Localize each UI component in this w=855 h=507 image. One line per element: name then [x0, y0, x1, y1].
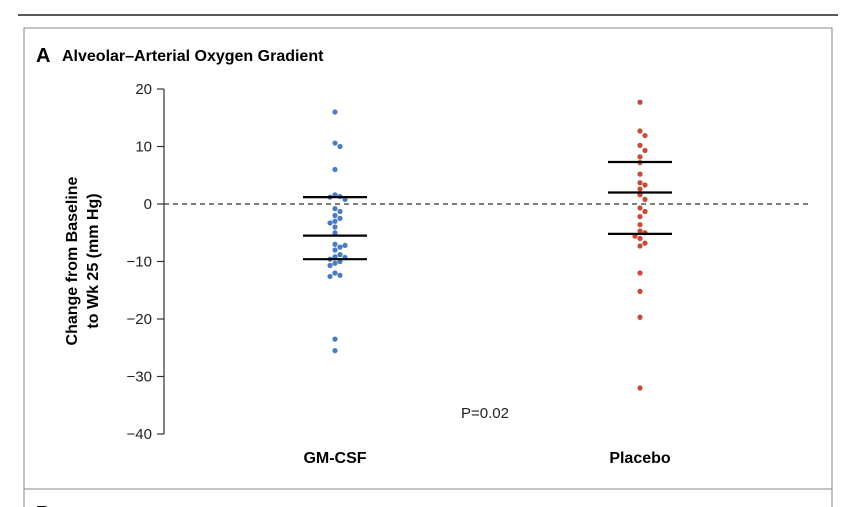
y-axis-ticks: 20 10 0 −10 −20 −30 −40 [127, 81, 164, 443]
data-point [332, 206, 338, 212]
y-tick-label: 0 [144, 196, 152, 213]
data-point [637, 314, 643, 320]
data-point [332, 109, 338, 115]
data-point [637, 180, 643, 186]
data-point [342, 242, 348, 248]
data-point [642, 182, 648, 188]
data-point [337, 215, 343, 221]
data-point [332, 336, 338, 342]
data-point [642, 196, 648, 202]
category-label-placebo: Placebo [609, 450, 671, 467]
y-tick-label: −10 [127, 254, 152, 271]
y-tick-label: 20 [135, 81, 152, 98]
next-panel-letter: B [36, 503, 50, 507]
data-point [332, 247, 338, 253]
data-point [637, 385, 643, 391]
data-point [637, 128, 643, 134]
y-tick-label: −20 [127, 311, 152, 328]
data-point [332, 348, 338, 354]
data-point [637, 243, 643, 249]
data-point [332, 241, 338, 247]
data-point [637, 205, 643, 211]
data-points [327, 99, 648, 391]
data-point [332, 212, 338, 219]
data-point [642, 240, 648, 246]
data-point [327, 262, 333, 269]
y-tick-label: −40 [127, 426, 152, 443]
data-point [337, 272, 343, 278]
summary-bars [303, 160, 672, 261]
data-point [642, 147, 648, 154]
data-point [637, 228, 643, 234]
y-axis-title-line1: Change from Baseline [64, 176, 81, 345]
data-point [637, 288, 643, 294]
data-point [332, 270, 338, 276]
data-point [337, 252, 343, 258]
data-point [637, 142, 643, 148]
data-point [332, 166, 338, 173]
data-point [327, 273, 333, 280]
panel-frame [23, 27, 833, 507]
p-value-annotation: P=0.02 [461, 405, 509, 422]
data-point [332, 224, 338, 230]
chart-title: Alveolar–Arterial Oxygen Gradient [62, 48, 324, 65]
data-point [637, 99, 643, 105]
data-point [637, 235, 643, 242]
data-point [332, 140, 338, 146]
data-point [642, 208, 648, 215]
data-point [637, 186, 643, 192]
y-axis-title-line2: to Wk 25 (mm Hg) [85, 193, 102, 328]
y-tick-label: 10 [135, 139, 152, 156]
category-label-gm-csf: GM-CSF [303, 450, 366, 467]
data-point [327, 220, 333, 226]
data-point [337, 244, 343, 250]
data-point [332, 260, 338, 266]
y-tick-label: −30 [127, 369, 152, 386]
data-point [637, 270, 643, 276]
data-point [637, 171, 643, 177]
data-point [332, 218, 338, 224]
data-point [637, 154, 643, 160]
panel-letter: A [36, 45, 50, 67]
data-point [637, 214, 643, 220]
data-point [337, 143, 343, 150]
data-point [332, 230, 338, 236]
data-point [337, 208, 343, 215]
data-point [642, 132, 648, 139]
data-point [637, 222, 643, 228]
